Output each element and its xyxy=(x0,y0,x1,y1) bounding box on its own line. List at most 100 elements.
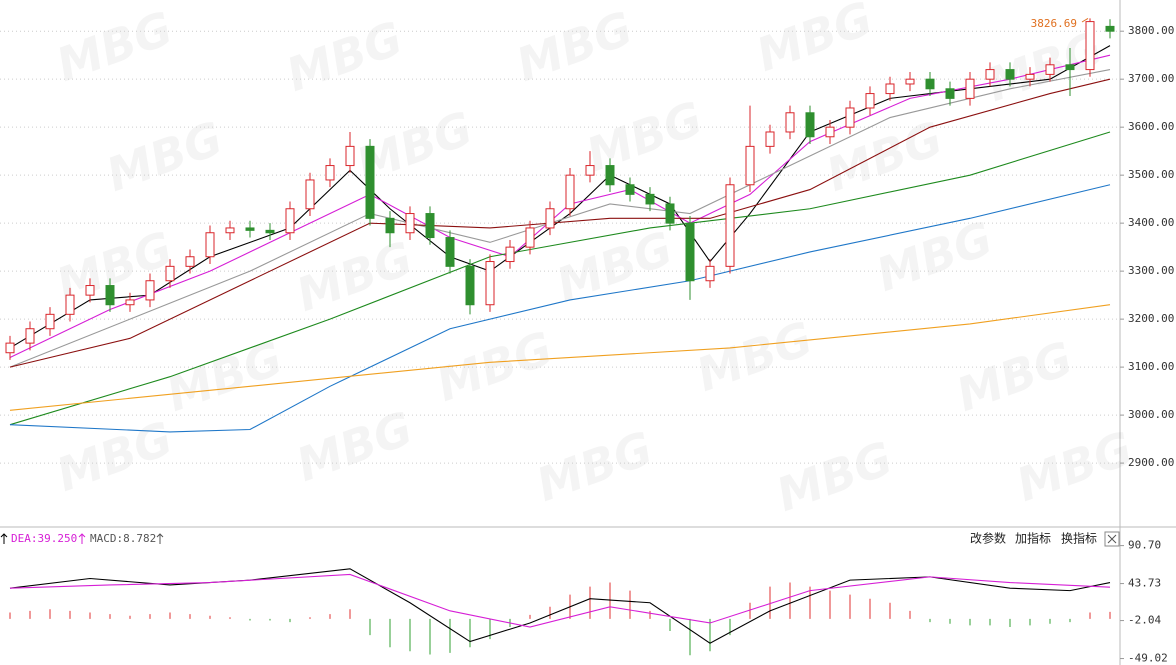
candle-body xyxy=(265,229,275,234)
candle-body xyxy=(165,265,175,282)
candle-body xyxy=(105,285,115,306)
candle-body xyxy=(5,342,15,354)
y-tick-label: 3000.00 xyxy=(1128,408,1174,421)
watermark: MBG xyxy=(100,111,230,202)
candle-body xyxy=(405,213,415,234)
watermark: MBG xyxy=(50,1,180,92)
candle-body xyxy=(365,145,375,219)
candle-body xyxy=(925,78,935,90)
annotation-arrow xyxy=(1081,17,1089,23)
candle-body xyxy=(325,165,335,181)
y-tick-label: -49.02 xyxy=(1128,652,1168,665)
candle-body xyxy=(205,232,215,258)
candle-body xyxy=(125,299,135,306)
watermark: MBG xyxy=(280,11,410,102)
candle-body xyxy=(865,93,875,109)
ma-line xyxy=(9,184,1111,433)
button[interactable]: 换指标 xyxy=(1061,531,1097,546)
candle-body xyxy=(645,193,655,205)
candle-body xyxy=(985,69,995,80)
y-tick-label: 3600.00 xyxy=(1128,120,1174,133)
y-tick-label: 2900.00 xyxy=(1128,456,1174,469)
candle-body xyxy=(705,265,715,282)
candle-body xyxy=(85,285,95,296)
candle-body xyxy=(765,131,775,147)
watermark: MBG xyxy=(290,231,420,322)
candle-body xyxy=(1045,64,1055,75)
macd-label: MACD:8.782 xyxy=(90,532,156,545)
candle-body xyxy=(805,112,815,138)
button[interactable]: 加指标 xyxy=(1015,531,1051,546)
watermark: MBG xyxy=(530,421,660,512)
candle-body xyxy=(245,227,255,231)
dea-label: DEA:39.250 xyxy=(11,532,77,545)
arrow-icon xyxy=(78,533,86,544)
y-tick-label: 3800.00 xyxy=(1128,24,1174,37)
candle-body xyxy=(565,174,575,210)
candle-body xyxy=(485,261,495,306)
y-tick-label: 3300.00 xyxy=(1128,264,1174,277)
candle-body xyxy=(65,294,75,315)
candle-body xyxy=(545,208,555,229)
candle-body xyxy=(845,107,855,128)
arrow-icon xyxy=(156,533,164,544)
close-button[interactable] xyxy=(1104,531,1120,547)
y-tick-label: 3400.00 xyxy=(1128,216,1174,229)
y-tick-label: 90.70 xyxy=(1128,539,1161,552)
watermark: MBG xyxy=(290,401,420,492)
watermark: MBG xyxy=(690,311,820,402)
candle-body xyxy=(145,280,155,301)
watermark: MBG xyxy=(870,211,1000,302)
candle-body xyxy=(945,88,955,99)
candle-body xyxy=(885,83,895,95)
candle-body xyxy=(1025,73,1035,80)
candle-body xyxy=(305,179,315,210)
ma-line xyxy=(9,54,1111,359)
candle-body xyxy=(385,217,395,234)
watermark: MBG xyxy=(580,91,710,182)
candle-body xyxy=(725,184,735,267)
candle-body xyxy=(525,227,535,248)
watermark: MBG xyxy=(820,111,950,202)
candle-body xyxy=(225,227,235,234)
candle-body xyxy=(1005,69,1015,80)
watermark: MBG xyxy=(750,0,880,82)
ma-line xyxy=(9,568,1111,644)
arrow-icon xyxy=(0,533,8,544)
candle-body xyxy=(965,78,975,99)
watermark: MBG xyxy=(510,1,640,92)
y-tick-label: 3100.00 xyxy=(1128,360,1174,373)
watermark: MBG xyxy=(770,431,900,522)
candle-body xyxy=(785,112,795,133)
max-annotation: 3826.69 xyxy=(1031,17,1077,30)
candle-body xyxy=(185,256,195,267)
candle-body xyxy=(905,78,915,85)
y-tick-label: -2.04 xyxy=(1128,614,1161,627)
ma-line xyxy=(9,69,1111,368)
candle-body xyxy=(345,145,355,167)
y-tick-label: 3200.00 xyxy=(1128,312,1174,325)
button[interactable]: 改参数 xyxy=(970,531,1006,546)
candle-body xyxy=(1065,64,1075,71)
candle-body xyxy=(285,208,295,234)
candle-body xyxy=(25,328,35,344)
candle-body xyxy=(665,203,675,224)
y-tick-label: 43.73 xyxy=(1128,577,1161,590)
candle-body xyxy=(685,222,695,282)
candle-body xyxy=(605,165,615,186)
ma-line xyxy=(9,131,1111,426)
candle-body xyxy=(445,237,455,267)
close-icon[interactable] xyxy=(1107,534,1117,544)
candle-body xyxy=(585,165,595,176)
watermark: MBG xyxy=(160,331,290,422)
y-tick-label: 3700.00 xyxy=(1128,72,1174,85)
y-tick-label: 3500.00 xyxy=(1128,168,1174,181)
candle-body xyxy=(465,265,475,306)
candle-body xyxy=(425,213,435,239)
candle-body xyxy=(1085,21,1095,71)
candle-body xyxy=(625,184,635,195)
ma-line xyxy=(9,573,1111,628)
watermark: MBG xyxy=(950,331,1080,422)
candle-body xyxy=(825,126,835,138)
